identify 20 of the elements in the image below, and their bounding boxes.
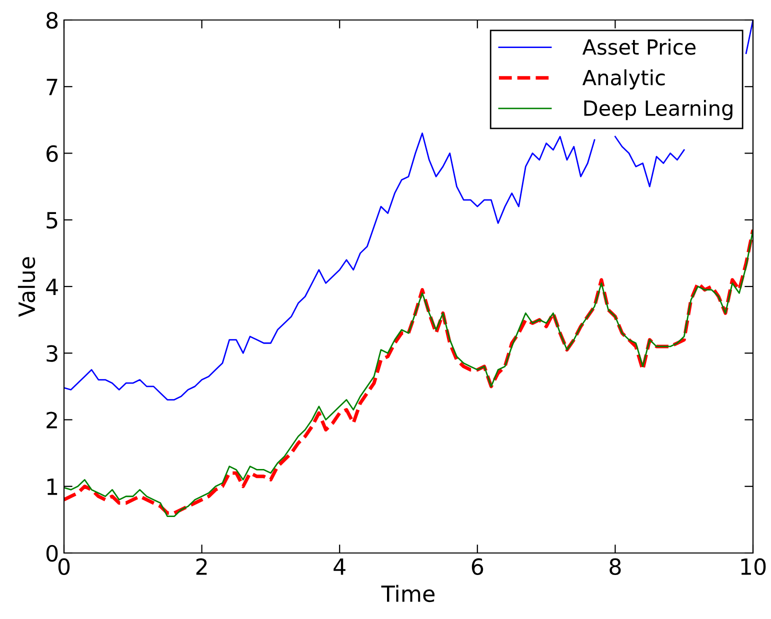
y-tick-label: 4 xyxy=(46,278,58,295)
y-tick-label: 1 xyxy=(47,478,58,495)
x-tick-label: 8 xyxy=(610,558,621,576)
y-tick-label: 5 xyxy=(46,212,58,229)
y-tick-label: 8 xyxy=(46,12,58,29)
y-tick-label: 7 xyxy=(46,78,58,96)
y-tick-label: 2 xyxy=(46,412,57,428)
y-tick-label: 0 xyxy=(46,544,58,562)
x-tick-label: 10 xyxy=(741,558,766,576)
legend-label: Deep Learning xyxy=(584,100,732,120)
x-tick-label: 0 xyxy=(58,558,70,576)
y-tick-label: 3 xyxy=(46,345,58,362)
y-tick-label: 6 xyxy=(46,145,58,162)
y-axis-title: Value xyxy=(18,257,36,317)
x-tick-label: 6 xyxy=(472,558,484,576)
x-tick-label: 4 xyxy=(334,558,346,575)
legend-label: Asset Price xyxy=(582,38,696,55)
x-tick-label: 2 xyxy=(196,558,207,575)
x-axis-title: Time xyxy=(381,584,435,602)
legend-label: Analytic xyxy=(582,69,665,90)
